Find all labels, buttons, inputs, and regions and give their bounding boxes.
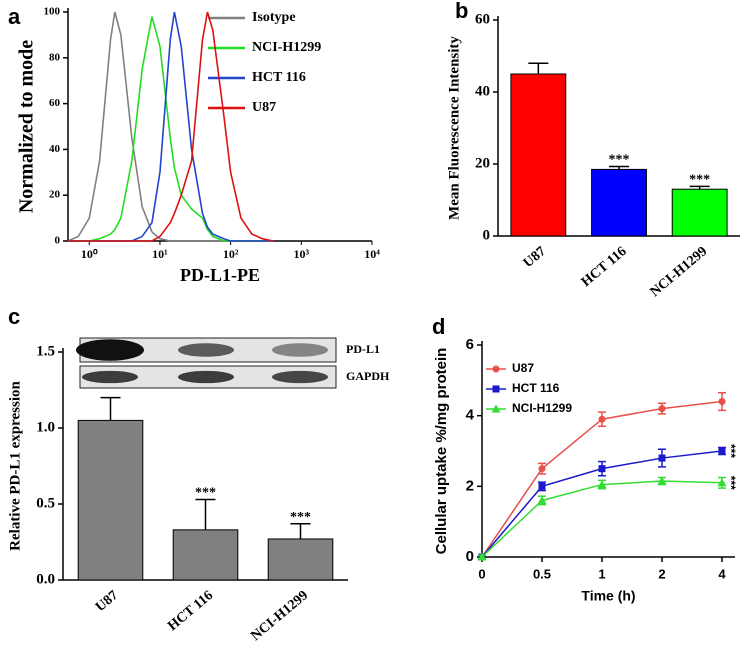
x-tick-label: U87	[93, 588, 121, 615]
significance: ***	[724, 444, 738, 458]
x-tick-label: NCI-H1299	[248, 588, 311, 644]
bar	[172, 529, 239, 581]
legend-label: NCI-H1299	[512, 401, 572, 415]
y-tick-label: 0	[466, 548, 474, 565]
panel-letter: b	[455, 0, 468, 23]
blot-band	[178, 343, 234, 357]
x-tick-label: U87	[521, 244, 549, 271]
y-tick-label: 80	[49, 51, 61, 63]
legend-label: HCT 116	[252, 70, 306, 85]
legend-marker	[492, 365, 500, 373]
marker	[657, 476, 667, 485]
y-axis-label: Normalized to mode	[16, 40, 38, 213]
y-tick-label: 40	[49, 143, 61, 155]
blot-band	[178, 370, 234, 384]
y-tick-label: 1.0	[36, 419, 55, 435]
x-tick-label: 4	[718, 566, 726, 581]
series-line	[481, 480, 723, 558]
bar	[267, 538, 334, 581]
x-tick-label: 10²	[223, 247, 239, 261]
x-tick-label: 10¹	[152, 247, 168, 261]
legend-label: HCT 116	[512, 381, 560, 395]
y-tick-label: 60	[49, 97, 61, 109]
series-line	[68, 16, 274, 242]
marker	[718, 447, 726, 455]
series-line	[68, 11, 274, 242]
significance: ***	[724, 476, 738, 490]
blot-label: PD-L1	[346, 342, 380, 356]
marker	[537, 495, 547, 504]
marker	[658, 405, 666, 413]
y-axis-label: Mean Fluorescence Intensity	[446, 36, 462, 220]
x-tick-label: 0	[478, 566, 485, 581]
marker	[597, 480, 607, 489]
blot-band	[272, 343, 328, 357]
legend-label: U87	[252, 100, 276, 115]
series-line	[68, 11, 274, 242]
panel-letter: c	[8, 304, 20, 329]
panel-letter: d	[432, 314, 445, 339]
y-axis-label: Relative PD-L1 expression	[7, 380, 23, 550]
bar	[510, 73, 567, 237]
y-tick-label: 100	[44, 6, 61, 18]
y-tick-label: 0.0	[36, 571, 55, 587]
marker	[477, 552, 487, 561]
series-line	[67, 11, 274, 242]
x-tick-label: 2	[658, 566, 665, 581]
x-tick-label: NCI-H1299	[648, 244, 711, 300]
significance: ***	[689, 173, 710, 188]
y-tick-label: 60	[475, 11, 490, 27]
blot-band	[76, 339, 144, 361]
bar	[671, 188, 728, 237]
y-tick-label: 0	[55, 235, 61, 247]
x-axis-label: Time (h)	[581, 588, 635, 604]
y-tick-label: 6	[466, 336, 474, 353]
marker	[538, 465, 546, 473]
legend-label: Isotype	[252, 10, 296, 25]
marker	[598, 465, 606, 473]
bar	[591, 168, 647, 237]
y-tick-label: 4	[466, 407, 475, 424]
y-tick-label: 2	[466, 477, 474, 494]
panel: d 0 2 4 6 Cellular uptake %/mg protein Time (h…	[432, 314, 738, 604]
blot-band	[82, 370, 138, 384]
y-tick-label: 20	[49, 189, 61, 201]
y-axis-label: Cellular uptake %/mg protein	[433, 348, 450, 555]
marker	[538, 482, 546, 490]
marker	[718, 398, 726, 406]
legend-label: U87	[512, 361, 534, 375]
significance: ***	[290, 510, 311, 525]
x-tick-label: 10³	[294, 247, 310, 261]
y-tick-label: 20	[475, 155, 490, 171]
x-tick-label: 1	[598, 566, 605, 581]
blot-band	[272, 370, 328, 384]
marker	[717, 478, 727, 487]
legend-label: NCI-H1299	[252, 40, 321, 55]
legend-marker	[492, 385, 500, 393]
y-tick-label: 0	[483, 227, 491, 243]
bar	[77, 419, 144, 581]
y-tick-label: 0.5	[36, 495, 55, 511]
significance: ***	[609, 153, 630, 168]
panel: b 0 20 40 60 Mean Fluorescence Intensity U87 **…	[446, 0, 740, 300]
x-tick-label: 0.5	[533, 566, 551, 581]
x-axis-label: PD-L1-PE	[180, 265, 260, 285]
x-tick-label: 10⁰	[81, 247, 98, 261]
x-tick-label: HCT 116	[579, 244, 630, 290]
y-tick-label: 1.5	[36, 343, 55, 359]
marker	[658, 454, 666, 462]
y-tick-label: 40	[475, 83, 490, 99]
significance: ***	[195, 486, 216, 501]
panel: a 0 20 40 60 80 100 Normalized to mode PD-L1-PE 1…	[8, 4, 380, 285]
panel: c 0.0 0.5 1.0 1.5 Relative PD-L1 expression U8…	[7, 304, 390, 644]
x-tick-label: 10⁴	[364, 247, 380, 261]
legend-marker	[491, 404, 501, 413]
marker	[598, 415, 606, 423]
blot-label: GAPDH	[346, 369, 390, 383]
x-tick-label: HCT 116	[165, 588, 216, 634]
panel-letter: a	[8, 4, 21, 29]
